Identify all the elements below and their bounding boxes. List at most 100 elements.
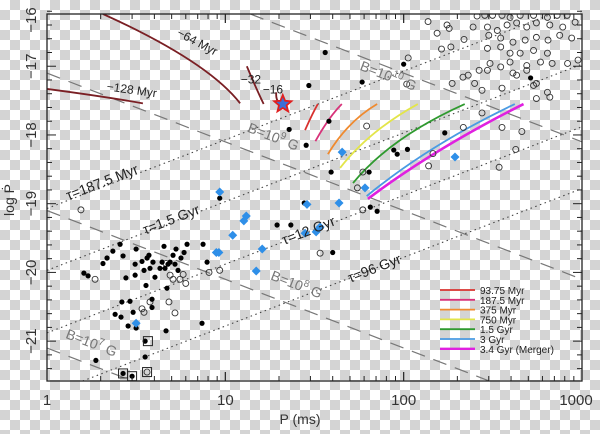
filled-point: [112, 311, 118, 317]
open-point: [359, 168, 367, 176]
filled-point: [330, 249, 336, 256]
filled-point: [442, 130, 448, 136]
open-point: [447, 43, 455, 51]
filled-point: [117, 241, 123, 247]
filled-point: [81, 270, 87, 276]
open-point: [205, 268, 213, 276]
filled-point: [167, 259, 173, 265]
boxed-marker: [142, 336, 153, 347]
filled-point: [125, 323, 131, 329]
open-point: [513, 71, 521, 79]
diamond-point: [450, 152, 460, 162]
age-line-label: τ=1.5 Gyr: [140, 201, 202, 237]
past-track-label: −128 Myr: [106, 79, 158, 100]
open-point: [433, 29, 441, 37]
past-track: [246, 65, 265, 105]
open-point: [445, 24, 453, 32]
filled-point: [217, 195, 223, 201]
filled-point: [120, 253, 126, 259]
age-line-label: τ=187.5 Myr: [64, 161, 141, 203]
filled-point: [204, 259, 210, 265]
open-point: [563, 14, 571, 19]
open-point: [464, 71, 472, 79]
open-point: [532, 19, 540, 27]
star-marker: [271, 92, 294, 114]
open-point: [574, 56, 582, 64]
age-line: [47, 14, 552, 210]
filled-point: [163, 328, 169, 334]
open-point: [443, 21, 451, 29]
open-point: [512, 145, 520, 153]
filled-point: [100, 260, 106, 267]
filled-point: [132, 272, 138, 278]
filled-point: [143, 282, 149, 289]
open-point: [478, 86, 486, 94]
filled-point: [120, 370, 126, 377]
b-field-line: [47, 72, 582, 280]
open-point: [481, 14, 489, 19]
open-point: [530, 82, 538, 89]
filled-point: [130, 309, 136, 315]
legend-label: 3 Gyr: [480, 335, 505, 346]
past-track-label: −64 Myr: [175, 26, 220, 59]
y-tick-label: −20: [23, 260, 40, 285]
x-axis-label: P (ms): [280, 411, 321, 427]
past-track-label: −32: [241, 72, 262, 86]
b-field-line: [47, 347, 133, 381]
open-point: [546, 93, 554, 101]
filled-point: [141, 267, 147, 273]
filled-point: [173, 246, 179, 252]
open-point: [216, 266, 224, 274]
open-point: [506, 58, 514, 66]
past-track-label: −16: [263, 83, 284, 97]
open-point: [503, 21, 511, 29]
open-point: [91, 275, 99, 283]
filled-point: [147, 265, 153, 271]
open-point: [506, 14, 514, 21]
open-point: [169, 275, 177, 283]
future-track: [304, 103, 319, 131]
y-tick-label: −21: [23, 328, 40, 353]
x-tick-label: 10: [217, 392, 234, 409]
open-point: [553, 14, 561, 19]
filled-point: [152, 274, 158, 280]
open-point: [77, 206, 85, 214]
open-point: [571, 18, 579, 26]
legend-label: 93.75 Myr: [480, 286, 525, 297]
open-point: [484, 66, 491, 74]
open-point: [484, 44, 491, 52]
filled-point: [328, 169, 334, 175]
open-point: [523, 23, 531, 31]
open-point: [359, 206, 367, 214]
open-point: [363, 122, 371, 130]
y-tick-label: −16: [23, 7, 40, 32]
open-point: [471, 79, 479, 87]
open-point: [521, 36, 529, 44]
open-point: [404, 54, 412, 62]
b-field-label: B=108 G: [269, 266, 325, 301]
open-point: [166, 271, 174, 279]
filled-point: [401, 61, 407, 67]
open-point: [469, 23, 477, 31]
filled-point: [150, 259, 156, 265]
y-tick-label: −19: [23, 191, 40, 216]
past-track: [102, 14, 241, 104]
filled-point: [123, 275, 129, 281]
open-point: [497, 63, 505, 71]
filled-point: [157, 265, 163, 271]
diamond-point: [311, 227, 321, 237]
filled-point: [161, 243, 167, 249]
open-point: [489, 14, 496, 19]
filled-point: [306, 82, 312, 89]
filled-point: [119, 299, 125, 305]
filled-point: [133, 325, 139, 331]
filled-point: [374, 208, 380, 214]
axes: [46, 10, 583, 382]
open-point: [353, 184, 361, 192]
filled-point: [394, 151, 400, 157]
future-track: [367, 102, 525, 200]
open-point: [484, 23, 491, 31]
filled-point: [139, 258, 145, 265]
legend-label: 375 Myr: [480, 306, 517, 317]
future-track: [327, 103, 378, 155]
